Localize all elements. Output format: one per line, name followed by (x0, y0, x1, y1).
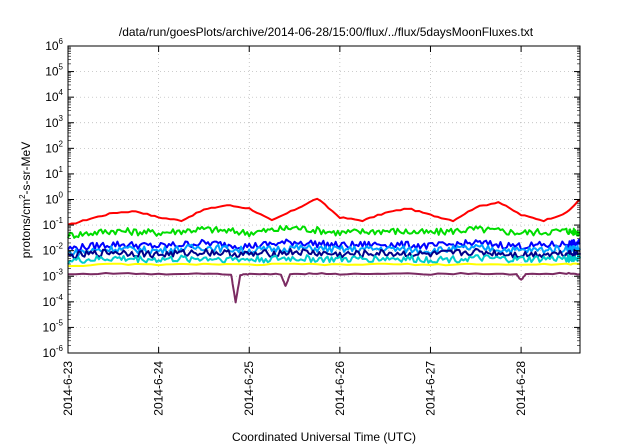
y-tick-label: 106 (45, 37, 63, 53)
x-tick-label: 2014-6-25 (242, 361, 256, 416)
y-tick-label: 10-6 (43, 344, 64, 360)
y-axis-label-main: protons/cm (19, 199, 33, 258)
y-tick-label-exp: -4 (56, 293, 64, 302)
y-axis-label-tail: -s-sr-MeV (19, 142, 33, 195)
y-tick-label: 101 (45, 165, 63, 181)
chart-title: /data/run/goesPlots/archive/2014-06-28/1… (119, 25, 534, 39)
y-tick-label-exp: -1 (56, 216, 64, 225)
y-axis-label: protons/cm2-s-sr-MeV (18, 142, 33, 258)
y-axis-label-exp: 2 (18, 194, 27, 199)
y-tick-label: 102 (45, 139, 63, 155)
y-tick-label-exp: 4 (59, 88, 64, 97)
y-tick-label-exp: -6 (56, 344, 64, 353)
y-tick-label-base: 10 (45, 167, 59, 181)
x-tick-label: 2014-6-26 (333, 361, 347, 416)
y-tick-label: 100 (45, 191, 63, 207)
y-tick-label-exp: 3 (59, 114, 64, 123)
y-tick-label-exp: -2 (56, 242, 64, 251)
x-axis: 2014-6-23 2014-6-24 2014-6-25 2014-6-26 2014… (61, 46, 528, 416)
y-tick-label: 104 (45, 88, 63, 104)
y-tick-label-base: 10 (45, 116, 59, 130)
y-tick-label-exp: -3 (56, 267, 64, 276)
series-line-2 (67, 225, 581, 239)
y-tick-label-base: 10 (43, 295, 57, 309)
x-tick-label: 2014-6-28 (514, 361, 528, 416)
y-tick-label-base: 10 (45, 141, 59, 155)
y-tick-label-exp: 0 (59, 191, 64, 200)
series-line-1 (67, 197, 581, 226)
x-tick-label: 2014-6-27 (423, 361, 437, 416)
y-tick-label: 10-3 (43, 267, 64, 283)
y-tick-label: 10-4 (43, 293, 64, 309)
series-layer (67, 197, 581, 304)
y-tick-label-base: 10 (45, 90, 59, 104)
y-tick-label-exp: 1 (59, 165, 64, 174)
y-tick-label-exp: 2 (59, 139, 64, 148)
y-tick-label: 10-5 (43, 318, 64, 334)
y-tick-label-base: 10 (43, 218, 57, 232)
y-tick-label-exp: 5 (59, 63, 64, 72)
y-tick-label-base: 10 (43, 269, 57, 283)
y-tick-label-exp: -5 (56, 318, 64, 327)
y-tick-label-base: 10 (45, 193, 59, 207)
y-tick-label-exp: 6 (59, 37, 64, 46)
grid (67, 45, 580, 354)
y-tick-label-base: 10 (45, 39, 59, 53)
series-line-4 (67, 243, 581, 257)
y-tick-label: 10-1 (43, 216, 64, 232)
series-line-8 (67, 271, 581, 304)
y-tick-label: 103 (45, 114, 63, 130)
x-tick-label: 2014-6-24 (152, 361, 166, 416)
y-tick-label-base: 10 (43, 320, 57, 334)
x-axis-label: Coordinated Universal Time (UTC) (232, 430, 416, 444)
series-line-7 (67, 262, 581, 268)
y-tick-label-base: 10 (45, 65, 59, 79)
y-axis: 10-610-510-410-310-210-11001011021031041… (43, 37, 580, 360)
x-tick-label: 2014-6-23 (61, 361, 75, 416)
y-tick-label: 10-2 (43, 242, 64, 258)
y-tick-label-base: 10 (43, 244, 57, 258)
y-tick-label: 105 (45, 63, 63, 79)
series-line-6 (67, 253, 581, 265)
y-tick-label-base: 10 (43, 346, 57, 360)
